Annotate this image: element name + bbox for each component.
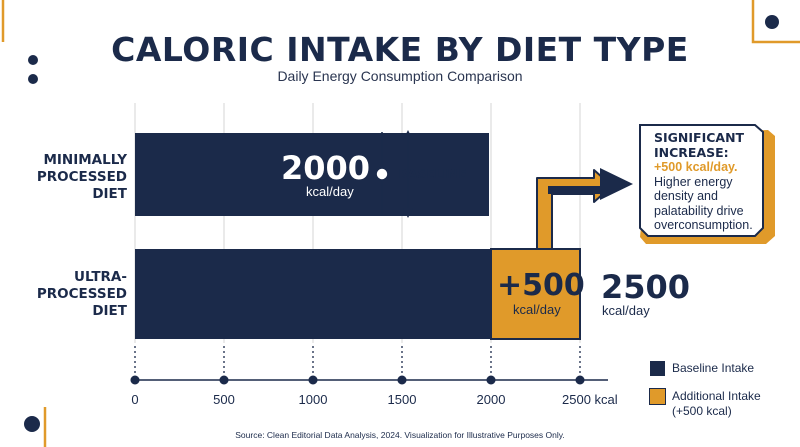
x-axis-tick: [486, 375, 496, 385]
bar-baseline-0: [135, 133, 489, 216]
callout-text: SIGNIFICANT INCREASE: +500 kcal/day. Hig…: [654, 130, 766, 233]
category-label-ultra-processed: ULTRA- PROCESSED DIET: [12, 269, 127, 320]
bar-layer: [135, 133, 581, 340]
x-axis-tick-label: 2500 kcal: [562, 392, 618, 407]
legend-label-line: Additional Intake: [672, 389, 761, 403]
category-label-line: PROCESSED: [36, 169, 127, 185]
x-axis-tick: [575, 375, 585, 385]
x-axis-tick-label: 500: [213, 392, 235, 407]
increase-value-label: +500: [497, 268, 585, 303]
category-label-line: DIET: [92, 303, 127, 319]
category-label-line: ULTRA-: [74, 269, 127, 285]
legend-label-additional: Additional Intake (+500 kcal): [672, 389, 761, 419]
bar-additional-1: [490, 248, 581, 340]
category-label-line: DIET: [92, 186, 127, 202]
bar-baseline-1: [135, 249, 490, 339]
legend-label-baseline: Baseline Intake: [672, 361, 755, 375]
corner-decoration-top-left: [1, 0, 38, 84]
legend-item-additional: Additional Intake (+500 kcal): [649, 388, 790, 422]
baseline-value-label: 2000: [281, 149, 371, 187]
callout-heading: SIGNIFICANT INCREASE:: [654, 130, 745, 160]
callout-box: [639, 124, 775, 244]
legend: Baseline Intake Additional Intake (+500 …: [649, 360, 790, 428]
callout-body: Higher energy density and palatability d…: [654, 174, 753, 233]
category-label-line: PROCESSED: [36, 286, 127, 302]
baseline-marker-label: BASELINE: [398, 166, 467, 181]
chart-subtitle: Daily Energy Consumption Comparison: [277, 68, 523, 84]
callout-highlight: +500 kcal/day.: [654, 160, 738, 174]
baseline-unit-label: kcal/day: [306, 184, 354, 199]
corner-decoration-bottom-left: [24, 407, 47, 447]
chart-title: CALORIC INTAKE BY DIET TYPE: [111, 30, 689, 69]
total-unit-label: kcal/day: [602, 303, 650, 318]
category-label-minimally-processed: MINIMALLY PROCESSED DIET: [12, 152, 127, 203]
x-axis-tick-label: 1500: [388, 392, 417, 407]
x-axis: 0 500 1000 1500 2000 2500 kcal: [130, 375, 618, 407]
x-axis-tick-label: 1000: [299, 392, 328, 407]
x-axis-tick-label: 0: [131, 392, 138, 407]
x-axis-tick: [219, 375, 229, 385]
legend-item-baseline: Baseline Intake: [650, 360, 790, 382]
category-label-line: MINIMALLY: [43, 152, 127, 168]
corner-decoration-top-right: [751, 0, 800, 44]
total-value-label: 2500: [601, 268, 691, 306]
x-axis-tick: [397, 375, 407, 385]
x-axis-tick: [308, 375, 318, 385]
legend-label-line: (+500 kcal): [672, 404, 732, 418]
callout-arrow: [536, 168, 633, 250]
baseline-marker: [375, 130, 413, 218]
x-axis-tick-label: 2000: [477, 392, 506, 407]
increase-unit-label: kcal/day: [513, 302, 561, 317]
legend-swatch-additional: [649, 388, 666, 405]
source-note: Source: Clean Editorial Data Analysis, 2…: [235, 430, 565, 440]
x-axis-tick: [130, 375, 140, 385]
legend-swatch-baseline: [650, 361, 665, 376]
